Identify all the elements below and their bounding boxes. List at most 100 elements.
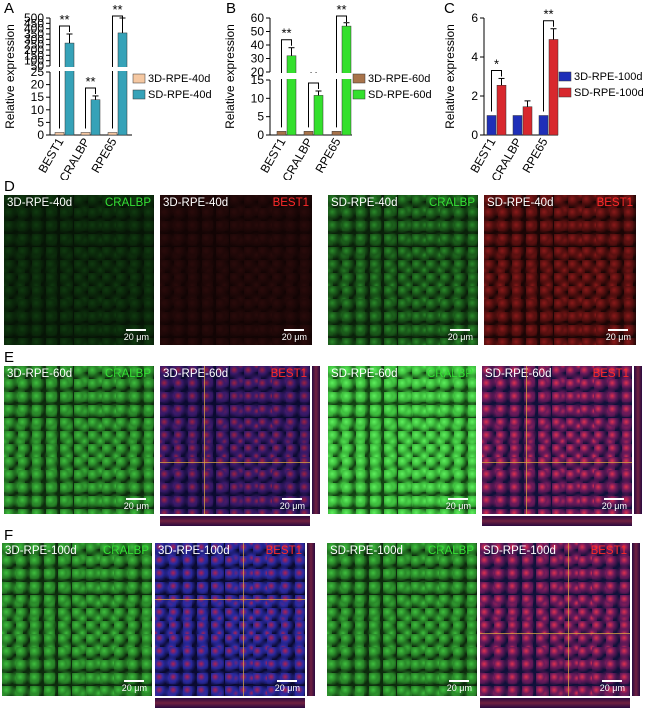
- scale-bar: 20 μm: [124, 498, 149, 511]
- bar: [54, 132, 65, 136]
- bar: [512, 115, 523, 136]
- x-tick-label: RPE65: [312, 135, 343, 175]
- scale-bar: 20 μm: [448, 329, 473, 342]
- y-axis-label: Relative expression: [3, 24, 17, 129]
- scale-bar: 20 μm: [602, 498, 627, 511]
- y-tick-label: 30: [251, 52, 265, 66]
- y-tick-label: 15: [251, 73, 265, 87]
- micrograph-tile: 3D-RPE-60d BEST1 20 μm: [160, 366, 310, 514]
- legend-swatch: [132, 73, 146, 84]
- crosshair-vertical: [243, 543, 244, 696]
- scale-bar: 20 μm: [275, 680, 300, 693]
- axis-break: [44, 67, 134, 71]
- panel-label-c: C: [444, 0, 455, 17]
- marker-label: BEST1: [590, 545, 627, 557]
- y-tick-label: 450: [24, 16, 44, 30]
- significance-bracket: [543, 20, 554, 112]
- y-tick-label: 50: [31, 59, 45, 73]
- significance-mark: **: [112, 2, 122, 17]
- micrograph-tile: SD-RPE-100d CRALBP 20 μm: [327, 543, 477, 696]
- micrograph-tile: SD-RPE-60d BEST1 20 μm: [482, 366, 632, 514]
- orthogonal-view-xz: [482, 516, 632, 526]
- orthogonal-view-yz: [634, 366, 642, 514]
- sample-label: SD-RPE-100d: [330, 545, 403, 557]
- bar: [486, 115, 497, 136]
- y-axis-label: Relative expression: [443, 24, 457, 129]
- y-tick-label: 20: [31, 78, 45, 92]
- scale-bar-label: 20 μm: [123, 501, 149, 511]
- bar: [496, 85, 507, 136]
- panel-label-f: F: [4, 527, 14, 544]
- significance-bracket: [85, 87, 96, 129]
- sample-label: SD-RPE-60d: [331, 368, 398, 380]
- image-row-d: 3D-RPE-40d CRALBP 20 μm 3D-RPE-40d BEST1 20 μ…: [0, 195, 650, 350]
- bar: [90, 99, 101, 136]
- marker-label: CRALBP: [428, 197, 475, 209]
- marker-label: CRALBP: [104, 368, 151, 380]
- bar: [64, 42, 75, 136]
- crosshair-horizontal: [482, 462, 632, 463]
- panel-label-e: E: [4, 349, 15, 366]
- y-tick-label: 60: [251, 11, 265, 25]
- y-tick-label: 100: [24, 54, 44, 68]
- y-tick-label: 400: [24, 22, 44, 36]
- micrograph-tile: SD-RPE-40d BEST1 20 μm: [484, 195, 636, 345]
- crosshair-vertical: [204, 366, 205, 514]
- marker-label: CRALBP: [104, 197, 151, 209]
- bar: [117, 32, 128, 136]
- orthogonal-view-xz: [160, 516, 310, 526]
- micrograph-tile: 3D-RPE-60d CRALBP 20 μm: [4, 366, 154, 514]
- scale-bar-label: 20 μm: [601, 501, 627, 511]
- y-tick-label: 10: [251, 91, 265, 105]
- y-tick-label: 350: [24, 27, 44, 41]
- micrograph-tile: SD-RPE-60d CRALBP 20 μm: [328, 366, 476, 514]
- image-row-f: 3D-RPE-100d CRALBP 20 μm 3D-RPE-100d BEST1 20…: [0, 543, 650, 719]
- y-tick-label: 4: [471, 50, 478, 64]
- y-tick-label: 250: [24, 38, 44, 52]
- bar: [522, 106, 533, 136]
- legend-label: 3D-RPE-40d: [148, 73, 210, 85]
- panel-label-d: D: [4, 178, 15, 195]
- bar: [286, 55, 297, 136]
- y-tick-label: 25: [31, 65, 45, 79]
- sample-label: SD-RPE-40d: [331, 197, 398, 209]
- bar: [538, 115, 549, 136]
- micrograph-tile: 3D-RPE-100d BEST1 20 μm: [155, 543, 305, 696]
- bar: [303, 131, 314, 136]
- scale-bar-label: 20 μm: [121, 683, 147, 693]
- crosshair-horizontal: [480, 633, 630, 634]
- sample-label: SD-RPE-60d: [485, 368, 552, 380]
- panel-label-a: A: [4, 0, 15, 17]
- sample-label: SD-RPE-100d: [483, 545, 556, 557]
- significance-mark: **: [59, 12, 69, 27]
- legend-label: 3D-RPE-100d: [574, 71, 642, 83]
- scale-bar-label: 20 μm: [599, 683, 625, 693]
- scale-bar: 20 μm: [280, 498, 305, 511]
- sample-label: 3D-RPE-100d: [158, 545, 230, 557]
- legend-swatch: [558, 87, 572, 98]
- significance-mark: *: [494, 56, 499, 71]
- bar: [548, 39, 559, 136]
- legend-swatch: [352, 73, 366, 84]
- significance-bracket: [59, 25, 70, 129]
- sample-label: 3D-RPE-100d: [5, 545, 77, 557]
- y-tick-label: 40: [251, 38, 265, 52]
- bar: [341, 25, 352, 136]
- significance-bracket: [112, 15, 123, 129]
- y-tick-label: 0: [37, 128, 44, 142]
- orthogonal-view-yz: [632, 543, 640, 696]
- bar: [80, 132, 91, 136]
- micrograph-tile: SD-RPE-100d BEST1 20 μm: [480, 543, 630, 696]
- significance-bracket: [336, 15, 347, 128]
- y-tick-label: 2: [471, 89, 478, 103]
- y-tick-label: 0: [257, 128, 264, 142]
- significance-bracket: [281, 39, 292, 128]
- y-axis-label: Relative expression: [223, 24, 237, 129]
- scale-bar: 20 μm: [600, 680, 625, 693]
- bar: [276, 131, 287, 136]
- sample-label: 3D-RPE-40d: [163, 197, 229, 209]
- orthogonal-view-yz: [312, 366, 320, 514]
- legend-label: 3D-RPE-60d: [368, 73, 430, 85]
- scale-bar-label: 20 μm: [445, 501, 471, 511]
- significance-bracket: [491, 69, 502, 112]
